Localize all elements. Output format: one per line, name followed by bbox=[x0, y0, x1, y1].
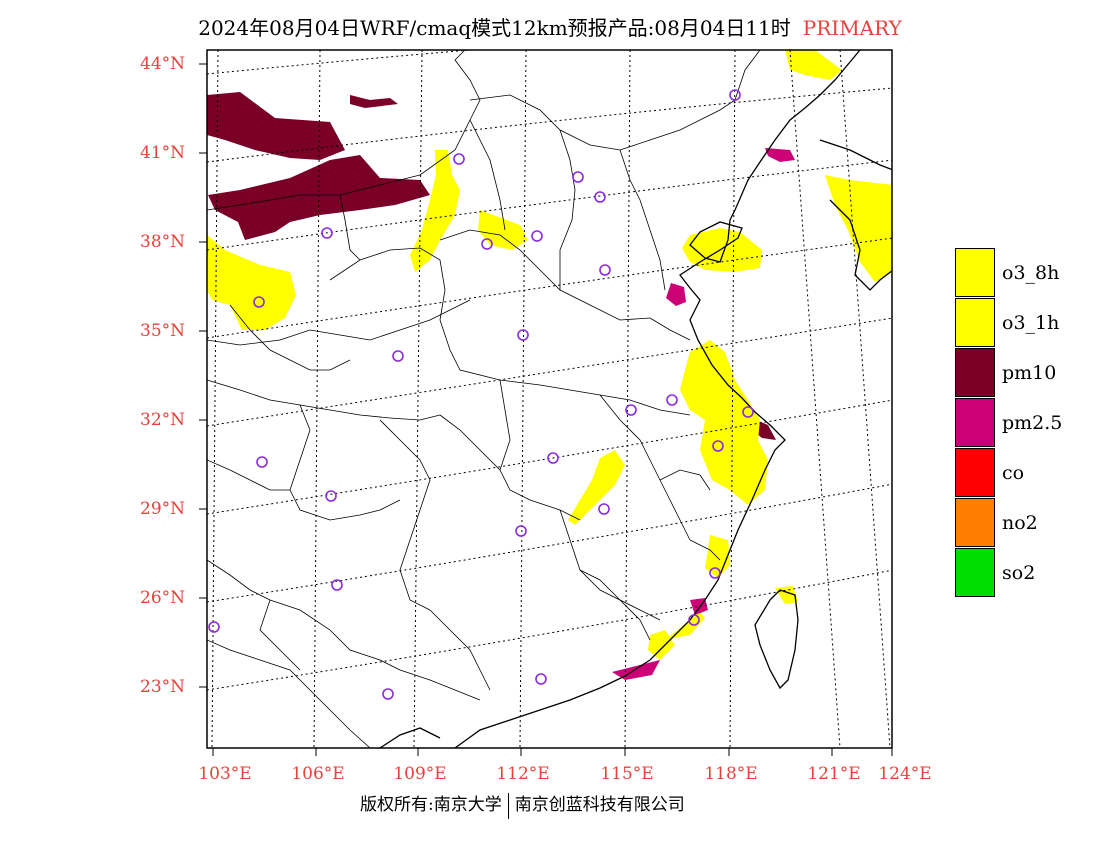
coastline bbox=[379, 50, 892, 748]
legend-label: o3_1h bbox=[1002, 312, 1060, 334]
copyright-divider bbox=[507, 792, 509, 819]
title-main: 2024年08月04日WRF/cmaq模式12km预报产品:08月04日11时 bbox=[198, 16, 791, 40]
tick-marks bbox=[199, 63, 893, 756]
legend-swatch bbox=[955, 498, 995, 547]
legend-label: no2 bbox=[1002, 512, 1038, 534]
lat-label-38: 38°N bbox=[140, 232, 186, 252]
legend-swatch bbox=[955, 398, 995, 447]
pm25-area bbox=[612, 148, 795, 680]
lon-label-106: 106°E bbox=[291, 764, 345, 784]
legend-label: so2 bbox=[1002, 562, 1036, 584]
lat-label-44: 44°N bbox=[140, 54, 186, 74]
lat-label-23: 23°N bbox=[140, 677, 186, 697]
lat-label-41: 41°N bbox=[140, 143, 186, 163]
lon-label-103: 103°E bbox=[198, 764, 252, 784]
lon-label-121: 121°E bbox=[807, 764, 861, 784]
lat-label-26: 26°N bbox=[140, 588, 186, 608]
copyright-notice: 版权所有:南京大学 南京创蓝科技有限公司 bbox=[360, 790, 685, 819]
copyright-right: 南京创蓝科技有限公司 bbox=[514, 795, 685, 815]
legend-swatch bbox=[955, 298, 995, 347]
lon-label-115: 115°E bbox=[600, 764, 654, 784]
lon-label-124: 124°E bbox=[878, 764, 932, 784]
lon-label-112: 112°E bbox=[496, 764, 550, 784]
legend-swatch bbox=[955, 548, 995, 597]
graticule bbox=[207, 50, 892, 748]
legend-label: pm2.5 bbox=[1002, 412, 1063, 434]
lat-label-32: 32°N bbox=[140, 410, 186, 430]
lon-label-109: 109°E bbox=[393, 764, 447, 784]
legend-swatch bbox=[955, 348, 995, 397]
lon-label-118: 118°E bbox=[704, 764, 758, 784]
lat-label-35: 35°N bbox=[140, 321, 186, 341]
lat-label-29: 29°N bbox=[140, 499, 186, 519]
legend-label: o3_8h bbox=[1002, 262, 1060, 284]
map-frame bbox=[206, 49, 893, 749]
title-tag: PRIMARY bbox=[802, 16, 902, 40]
legend-label: pm10 bbox=[1002, 362, 1057, 384]
copyright-left: 版权所有:南京大学 bbox=[360, 795, 502, 815]
legend-label: co bbox=[1002, 462, 1025, 484]
station-markers bbox=[208, 89, 754, 700]
legend-swatch bbox=[955, 448, 995, 497]
map-title: 2024年08月04日WRF/cmaq模式12km预报产品:08月04日11时 P… bbox=[0, 12, 1100, 41]
legend-swatch bbox=[955, 248, 995, 297]
